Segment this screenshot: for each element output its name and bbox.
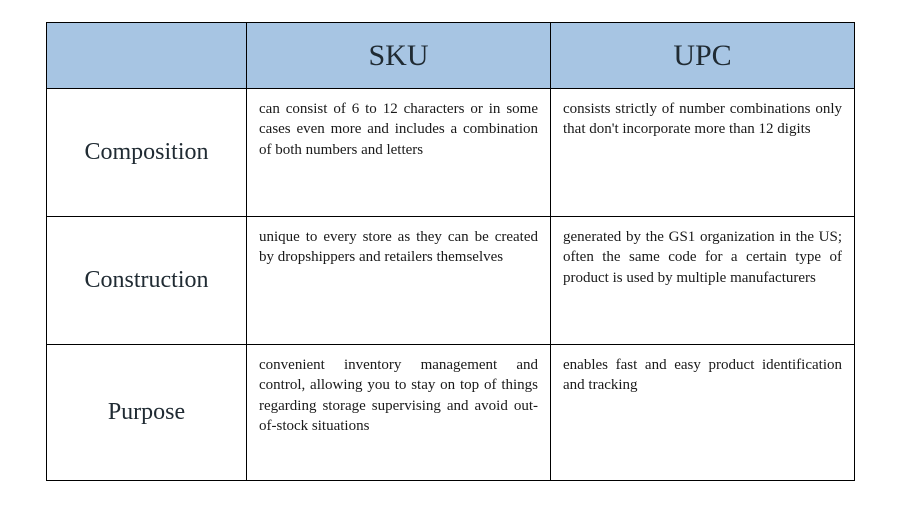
header-blank <box>47 23 247 89</box>
table-header-row: SKU UPC <box>47 23 855 89</box>
cell-construction-upc: generated by the GS1 organization in the… <box>551 217 855 345</box>
cell-purpose-upc: enables fast and easy product identifica… <box>551 345 855 481</box>
row-label-construction: Construction <box>47 217 247 345</box>
cell-construction-sku: unique to every store as they can be cre… <box>247 217 551 345</box>
row-label-purpose: Purpose <box>47 345 247 481</box>
table-row: Construction unique to every store as th… <box>47 217 855 345</box>
comparison-table: SKU UPC Composition can consist of 6 to … <box>46 22 855 481</box>
table-row: Composition can consist of 6 to 12 chara… <box>47 89 855 217</box>
cell-purpose-sku: convenient inventory management and cont… <box>247 345 551 481</box>
table-row: Purpose convenient inventory management … <box>47 345 855 481</box>
header-sku: SKU <box>247 23 551 89</box>
page-container: SKU UPC Composition can consist of 6 to … <box>0 0 900 503</box>
header-upc: UPC <box>551 23 855 89</box>
row-label-composition: Composition <box>47 89 247 217</box>
cell-composition-upc: consists strictly of number combinations… <box>551 89 855 217</box>
cell-composition-sku: can consist of 6 to 12 characters or in … <box>247 89 551 217</box>
